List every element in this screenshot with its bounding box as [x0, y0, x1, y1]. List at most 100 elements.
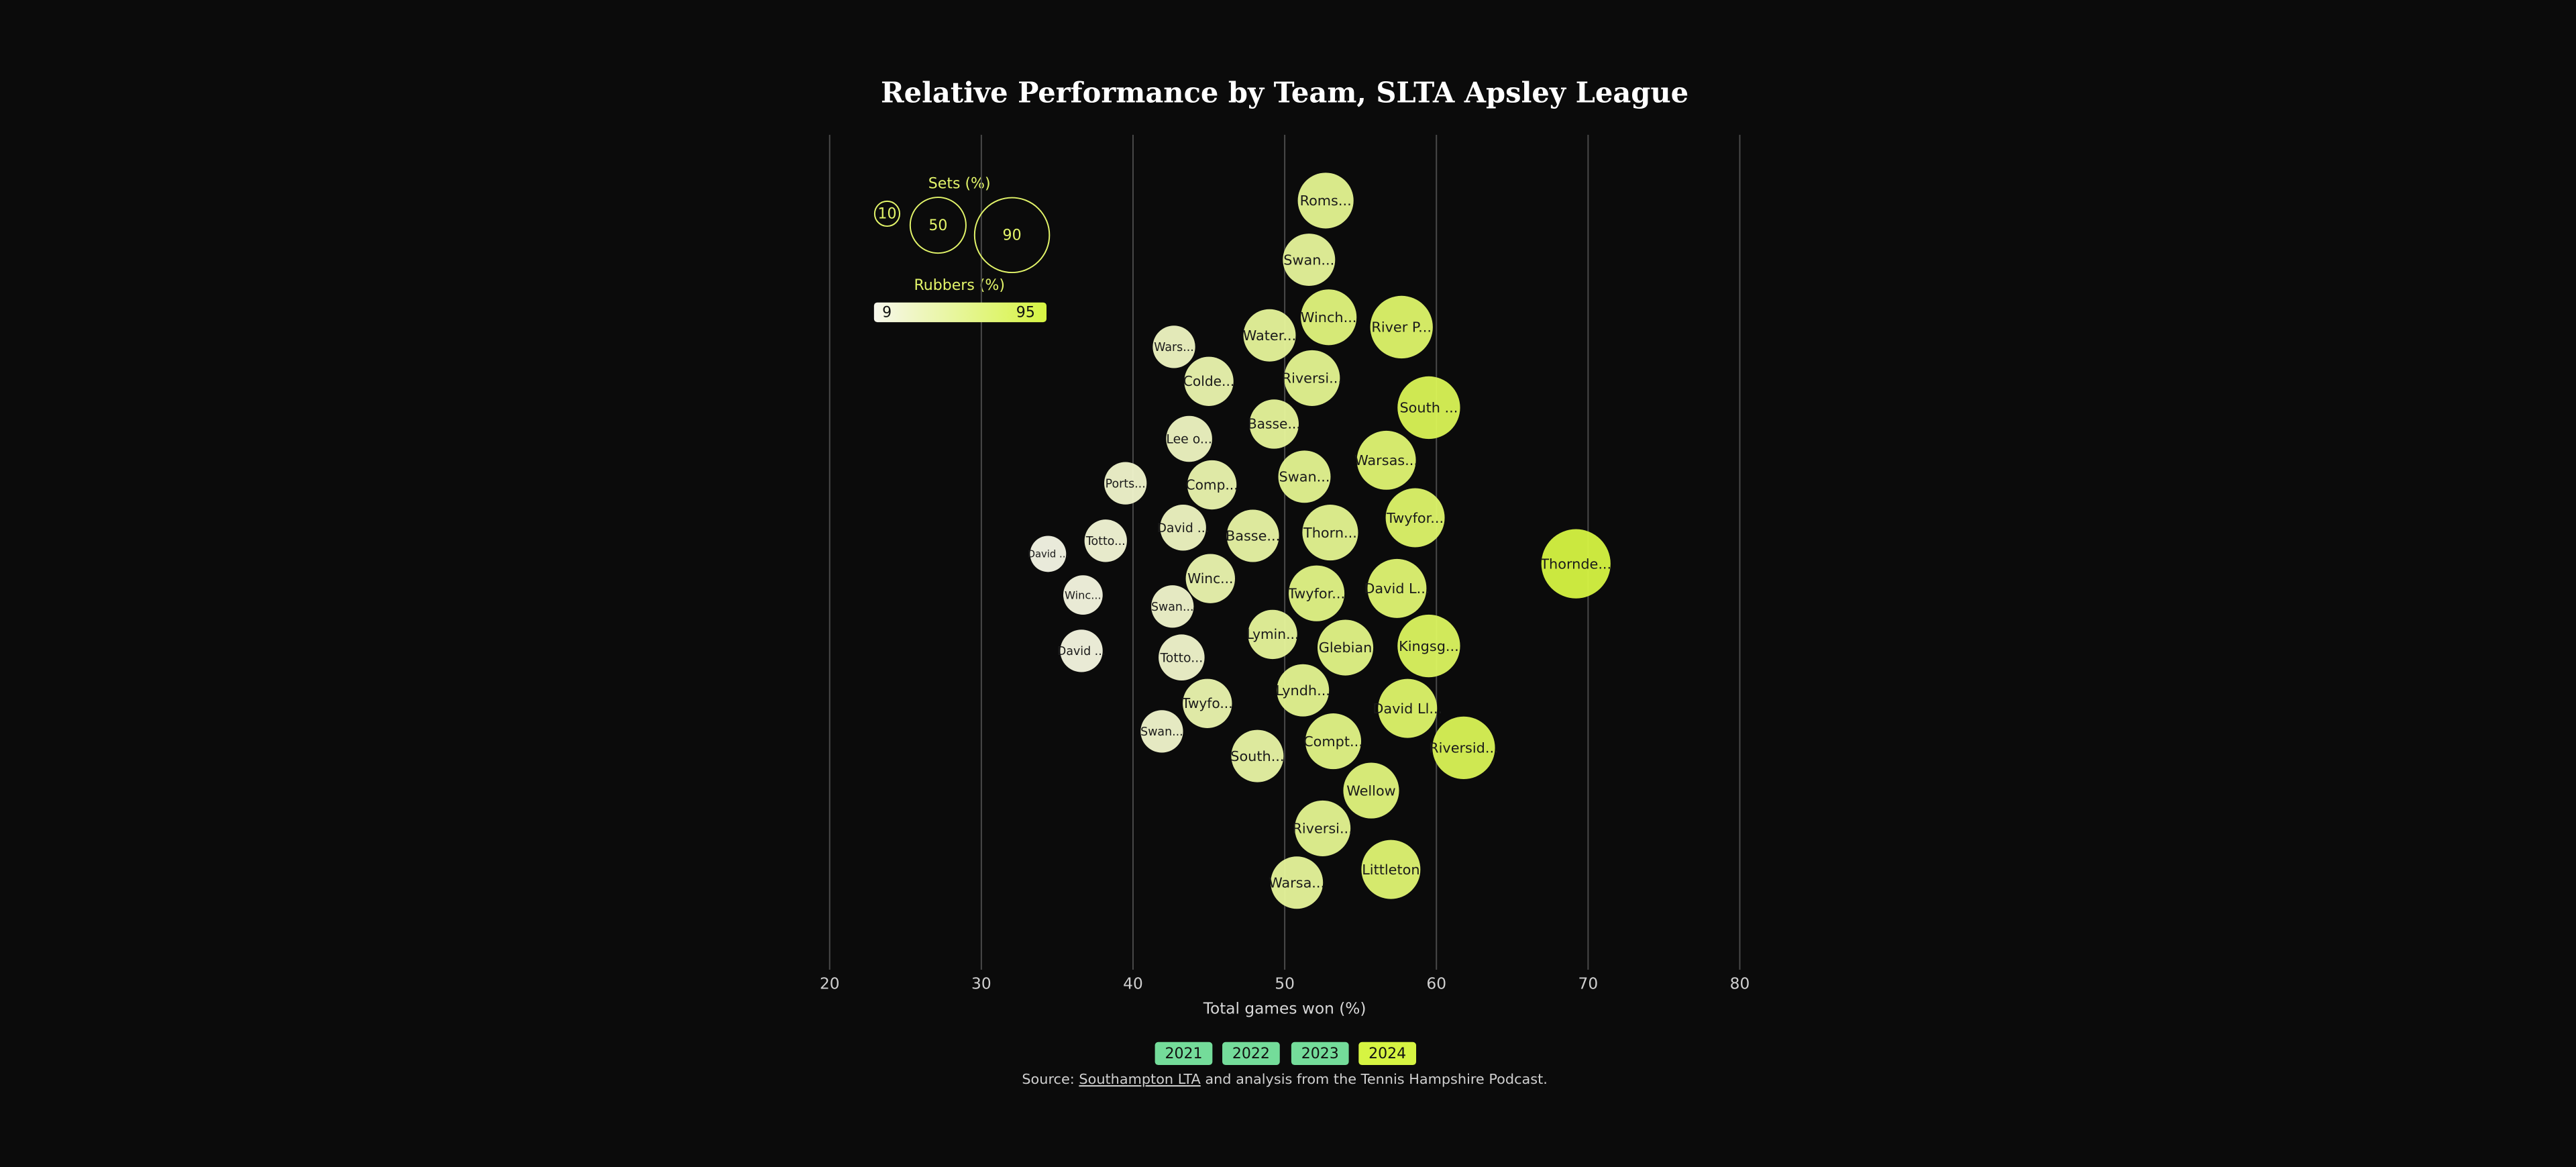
bubble — [1361, 840, 1421, 899]
bubble-label: Thorn... — [1303, 525, 1357, 541]
bubble-label: South ... — [1399, 400, 1458, 416]
bubble — [1367, 558, 1427, 618]
color-legend-min: 9 — [882, 305, 892, 321]
bubble-label: David ... — [1028, 549, 1069, 560]
chart-title: Relative Performance by Team, SLTA Apsle… — [881, 77, 1688, 109]
bubble — [1243, 309, 1296, 362]
bubble-label: Glebian — [1319, 640, 1373, 656]
bubble-label: Riversi... — [1292, 821, 1352, 837]
bubble-label: Twyfor... — [1386, 510, 1444, 526]
bubble-label: Winc... — [1065, 589, 1102, 601]
bubble — [1283, 234, 1336, 287]
x-tick-label: 80 — [1730, 975, 1750, 993]
bubble-label: Twyfo... — [1181, 695, 1233, 711]
bubble — [1030, 536, 1067, 572]
bubble — [1185, 554, 1236, 603]
bubble — [1302, 505, 1358, 561]
bubble-label: Riversi... — [1282, 370, 1342, 387]
year-button[interactable] — [1291, 1042, 1349, 1066]
bubble — [1370, 295, 1433, 359]
bubble — [1541, 529, 1611, 599]
source-link[interactable]: Southampton LTA — [1079, 1071, 1201, 1087]
bubble-label: Colde... — [1183, 373, 1234, 389]
bubble — [1184, 356, 1234, 406]
bubble — [1432, 716, 1495, 780]
size-legend-title: Sets (%) — [928, 175, 991, 192]
bubble-label: Winc... — [1187, 570, 1233, 587]
bubble — [1151, 585, 1194, 628]
bubble — [1104, 462, 1147, 505]
bubble — [1140, 710, 1183, 753]
bubble — [1343, 762, 1399, 819]
bubble-label: Lymin... — [1246, 626, 1299, 642]
bubble — [1249, 399, 1299, 449]
bubble-label: David L... — [1364, 580, 1430, 597]
bubble — [1301, 289, 1357, 346]
bubble-label: Wellow — [1346, 782, 1395, 799]
bubble-label: River P... — [1371, 319, 1432, 336]
bubble — [1248, 609, 1297, 660]
bubble-label: Roms... — [1300, 193, 1352, 209]
bubble — [1160, 504, 1206, 551]
bubble — [1356, 430, 1416, 490]
bubble — [1159, 634, 1205, 680]
bubble — [1397, 614, 1460, 678]
bubble-label: Thornde... — [1540, 556, 1611, 572]
year-button-label[interactable]: 2023 — [1301, 1046, 1339, 1062]
bubble-label: Water... — [1243, 327, 1296, 344]
bubble-label: Lyndh... — [1276, 682, 1330, 699]
bubble — [1226, 509, 1279, 562]
bubble-label: Littleton — [1362, 862, 1419, 878]
bubble-label: Twyfor... — [1287, 585, 1345, 601]
bubble-label: Swan... — [1283, 252, 1334, 268]
x-axis-label: Total games won (%) — [1203, 999, 1366, 1017]
bubble-label: Winch... — [1301, 309, 1357, 325]
bubble-label: Ports... — [1106, 477, 1146, 491]
bubble — [1284, 350, 1340, 406]
year-button[interactable] — [1222, 1042, 1280, 1066]
x-tick-label: 50 — [1275, 975, 1295, 993]
bubble — [1271, 856, 1324, 909]
bubble — [1231, 729, 1284, 782]
size-legend-circle — [873, 200, 901, 227]
bubble — [1187, 460, 1237, 510]
year-button[interactable] — [1358, 1042, 1417, 1066]
size-legend-label: 50 — [928, 217, 947, 234]
bubble — [1317, 619, 1374, 676]
x-tick-label: 70 — [1578, 975, 1599, 993]
source-prefix: Source: — [1022, 1071, 1079, 1087]
bubble — [1084, 519, 1127, 562]
bubble — [1297, 172, 1354, 229]
source-suffix: and analysis from the Tennis Hampshire P… — [1201, 1071, 1548, 1087]
bubble — [1060, 629, 1103, 672]
year-button-label[interactable]: 2022 — [1232, 1046, 1270, 1062]
size-legend-circle — [973, 197, 1051, 274]
bubble-label: Basse... — [1248, 416, 1301, 432]
year-button-label[interactable]: 2024 — [1368, 1046, 1406, 1062]
bubble-label: Totto... — [1085, 535, 1126, 548]
x-tick-label: 30 — [971, 975, 991, 993]
bubble — [1289, 565, 1345, 621]
bubble-label: Totto... — [1159, 651, 1203, 665]
bubble — [1278, 450, 1331, 503]
x-tick-label: 40 — [1123, 975, 1143, 993]
bubble-label: David ... — [1157, 521, 1209, 536]
bubble-label: Basse... — [1226, 528, 1280, 544]
year-button[interactable] — [1155, 1042, 1213, 1066]
bubble — [1166, 415, 1212, 462]
bubble-label: Warsa... — [1269, 874, 1325, 891]
bubble — [1378, 678, 1438, 738]
bubble-label: David Ll... — [1373, 701, 1442, 717]
bubble-label: Comp... — [1186, 476, 1238, 493]
bubble-label: Warsas... — [1354, 452, 1418, 468]
bubble-label: Swan... — [1279, 469, 1330, 485]
color-legend-max: 95 — [1016, 305, 1035, 321]
bubble — [1397, 376, 1460, 440]
bubble — [1277, 664, 1330, 717]
bubble-label: Riversid... — [1429, 740, 1499, 756]
size-legend-label: 10 — [877, 206, 896, 223]
color-legend-title: Rubbers (%) — [914, 277, 1004, 294]
year-button-label[interactable]: 2021 — [1165, 1046, 1202, 1062]
